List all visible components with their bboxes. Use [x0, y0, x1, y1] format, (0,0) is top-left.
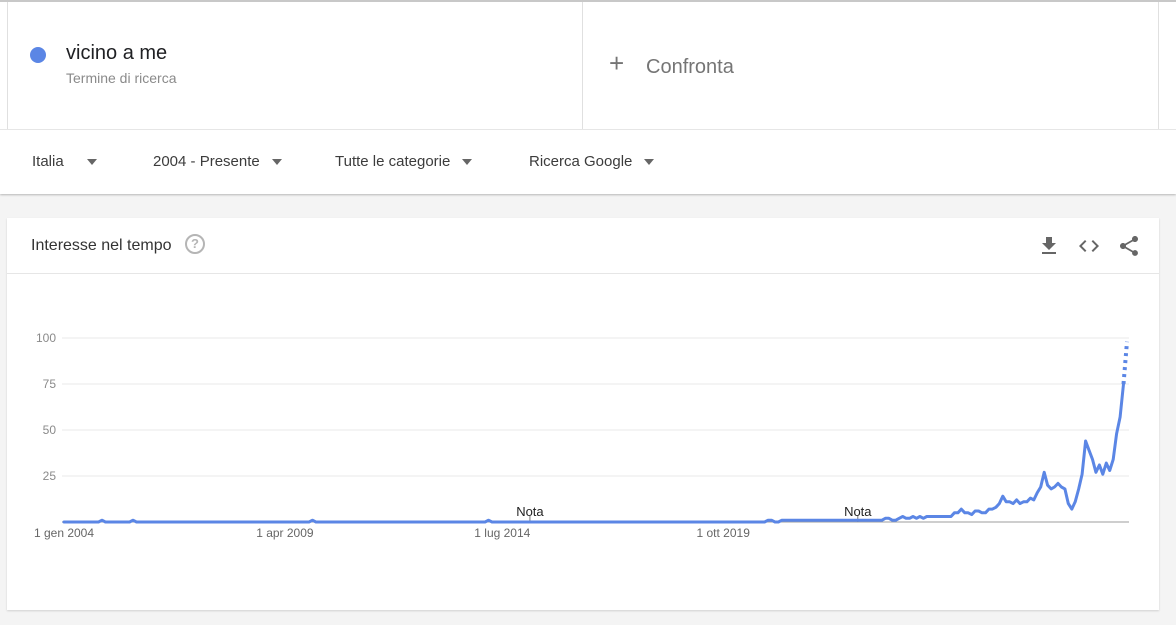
- interest-chart: 25 50 75 100 1 gen 2004 1 apr 2009 1 lug 2014…: [34, 331, 1129, 540]
- chevron-down-icon: [462, 158, 473, 165]
- search-term-card[interactable]: vicino a me Termine di ricerca: [7, 2, 583, 129]
- x-tick-label: 1 gen 2004: [34, 526, 94, 540]
- filter-region[interactable]: Italia: [32, 153, 97, 170]
- header-panel: vicino a me Termine di ricerca + Confron…: [0, 0, 1176, 194]
- series-line: [62, 382, 1125, 524]
- code-icon[interactable]: [1077, 234, 1101, 258]
- filter-label: Italia: [32, 153, 64, 170]
- filter-search-type[interactable]: Ricerca Google: [529, 153, 655, 170]
- note-label[interactable]: Nota: [516, 504, 544, 519]
- filter-label: Tutte le categorie: [335, 153, 451, 170]
- panel-title: Interesse nel tempo: [31, 237, 172, 254]
- filter-bar: Italia 2004 - Presente Tutte le categori…: [0, 129, 1176, 194]
- plus-icon[interactable]: +: [609, 48, 625, 78]
- top-border: [0, 0, 1176, 2]
- y-tick-label: 50: [43, 423, 57, 437]
- filter-label: 2004 - Presente: [153, 153, 260, 170]
- filter-time-range[interactable]: 2004 - Presente: [153, 153, 282, 170]
- x-tick-label: 1 apr 2009: [256, 526, 314, 540]
- compare-card[interactable]: + Confronta: [583, 2, 1159, 129]
- chevron-down-icon: [644, 158, 655, 165]
- series-line-partial: [1121, 341, 1129, 385]
- compare-label[interactable]: Confronta: [646, 56, 734, 78]
- y-tick-label: 75: [43, 377, 57, 391]
- y-tick-label: 25: [43, 469, 57, 483]
- term-name[interactable]: vicino a me: [66, 42, 168, 64]
- interest-over-time-panel: Interesse nel tempo ? 25 50 75 100 1 gen 20…: [7, 218, 1159, 610]
- chevron-down-icon: [271, 158, 282, 165]
- filter-category[interactable]: Tutte le categorie: [335, 153, 473, 170]
- y-tick-label: 100: [36, 331, 56, 345]
- download-icon[interactable]: [1037, 234, 1061, 258]
- x-tick-label: 1 ott 2019: [697, 526, 751, 540]
- term-subtitle: Termine di ricerca: [66, 70, 177, 86]
- filter-label: Ricerca Google: [529, 153, 633, 170]
- share-icon[interactable]: [1117, 234, 1141, 258]
- x-tick-label: 1 lug 2014: [474, 526, 530, 540]
- panel-header: Interesse nel tempo ?: [7, 218, 1159, 274]
- term-color-dot: [30, 47, 46, 63]
- chevron-down-icon: [86, 158, 97, 165]
- help-circle-icon[interactable]: ?: [185, 234, 205, 254]
- note-label[interactable]: Nota: [844, 504, 872, 519]
